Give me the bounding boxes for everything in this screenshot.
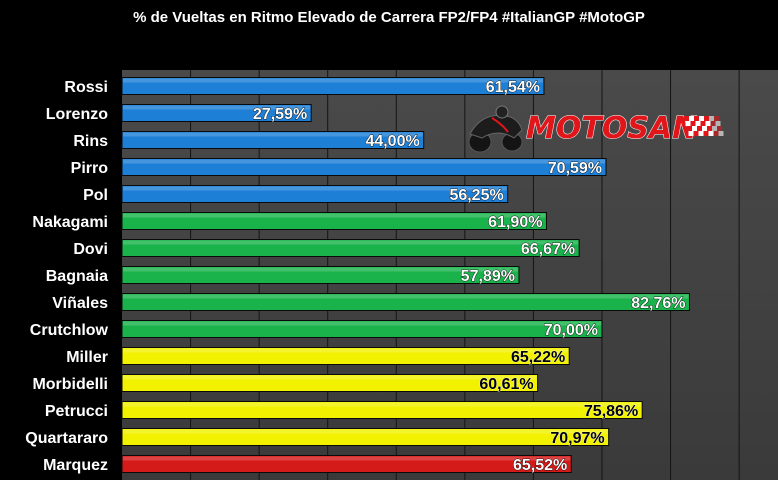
bar xyxy=(121,104,312,122)
data-label: 61,90% xyxy=(488,214,542,231)
bar xyxy=(121,77,545,95)
bar-highlight xyxy=(123,78,543,83)
bar-highlight xyxy=(123,429,608,434)
bar xyxy=(121,320,603,338)
flag-square xyxy=(685,121,691,126)
category-label: Pol xyxy=(83,187,108,204)
category-label: Crutchlow xyxy=(30,322,109,339)
bar-highlight xyxy=(123,186,507,191)
bar-highlight xyxy=(123,267,518,272)
category-label: Lorenzo xyxy=(46,106,108,123)
flag-square xyxy=(688,131,694,136)
flag-square xyxy=(699,116,704,121)
bar-highlight xyxy=(123,348,569,353)
flag-square xyxy=(690,121,696,126)
logo-text: MOTOSAN xyxy=(526,111,697,146)
data-label: 66,67% xyxy=(521,241,575,258)
bar-highlight xyxy=(123,159,606,164)
data-label: 27,59% xyxy=(253,106,307,123)
category-label: Quartararo xyxy=(25,430,108,447)
category-label: Morbidelli xyxy=(32,376,108,393)
category-label: Dovi xyxy=(73,241,108,258)
flag-square xyxy=(710,121,716,126)
data-labels: 61,54% 27,59% 44,00% 70,59% 56,25% 61,90% 66,6… xyxy=(253,79,686,475)
data-label: 70,59% xyxy=(548,160,602,177)
category-label: Pirro xyxy=(71,160,109,177)
flag-square xyxy=(714,116,719,121)
category-label: Miller xyxy=(66,349,108,366)
flag-square xyxy=(712,126,717,131)
category-label: Rossi xyxy=(64,79,108,96)
chart-title: % de Vueltas en Ritmo Elevado de Carrera… xyxy=(133,9,645,26)
motorbike-icon xyxy=(468,105,523,153)
data-label: 65,22% xyxy=(511,349,565,366)
flag-square xyxy=(695,121,701,126)
bar xyxy=(121,185,509,203)
motosan-logo: MOTOSAN xyxy=(468,105,724,153)
bar xyxy=(121,239,580,257)
flag-square xyxy=(689,116,694,121)
bar xyxy=(121,293,690,311)
bar xyxy=(121,158,607,176)
data-label: 70,97% xyxy=(550,430,604,447)
flag-square xyxy=(684,116,689,121)
data-label: 61,54% xyxy=(486,79,540,96)
bar xyxy=(121,374,539,392)
flag-square xyxy=(705,121,711,126)
flag-square xyxy=(702,126,707,131)
category-label: Viñales xyxy=(52,295,108,312)
bar-highlight xyxy=(123,105,311,110)
bar-highlight xyxy=(123,375,537,380)
category-label: Rins xyxy=(73,133,108,150)
flag-square xyxy=(718,131,724,136)
category-label: Marquez xyxy=(43,457,108,474)
bars xyxy=(121,77,690,473)
category-label: Bagnaia xyxy=(46,268,108,285)
bar-highlight xyxy=(123,456,571,461)
bar xyxy=(121,131,425,149)
flag-square xyxy=(700,121,706,126)
data-label: 70,00% xyxy=(544,322,598,339)
data-label: 65,52% xyxy=(513,457,567,474)
bar xyxy=(121,428,610,446)
flag-square xyxy=(707,126,712,131)
data-label: 60,61% xyxy=(479,376,533,393)
bar-highlight xyxy=(123,321,601,326)
bar-highlight xyxy=(123,402,642,407)
category-label: Petrucci xyxy=(45,403,108,420)
category-labels: Rossi Lorenzo Rins Pirro Pol Nakagami Dovi Bagn… xyxy=(25,79,108,474)
data-label: 75,86% xyxy=(584,403,638,420)
bar xyxy=(121,401,643,419)
bar-highlight xyxy=(123,240,579,245)
bar-highlight xyxy=(123,213,546,218)
flag-square xyxy=(693,131,699,136)
bar xyxy=(121,266,520,284)
flag-square xyxy=(717,126,722,131)
flag-square xyxy=(698,131,704,136)
bar xyxy=(121,212,547,230)
bar-highlight xyxy=(123,294,689,299)
flag-square xyxy=(713,131,719,136)
flag-square xyxy=(692,126,697,131)
flag-square xyxy=(697,126,702,131)
flag-square xyxy=(687,126,692,131)
flag-square xyxy=(709,116,714,121)
bar xyxy=(121,455,572,473)
checkered-flag-icon xyxy=(684,116,724,136)
flag-square xyxy=(708,131,714,136)
flag-square xyxy=(694,116,699,121)
bar-highlight xyxy=(123,132,423,137)
category-label: Nakagami xyxy=(32,214,108,231)
data-label: 56,25% xyxy=(449,187,503,204)
flag-square xyxy=(704,116,709,121)
data-label: 82,76% xyxy=(631,295,685,312)
data-label: 57,89% xyxy=(461,268,515,285)
bar xyxy=(121,347,570,365)
flag-square xyxy=(703,131,709,136)
data-label: 44,00% xyxy=(365,133,419,150)
flag-square xyxy=(715,121,721,126)
